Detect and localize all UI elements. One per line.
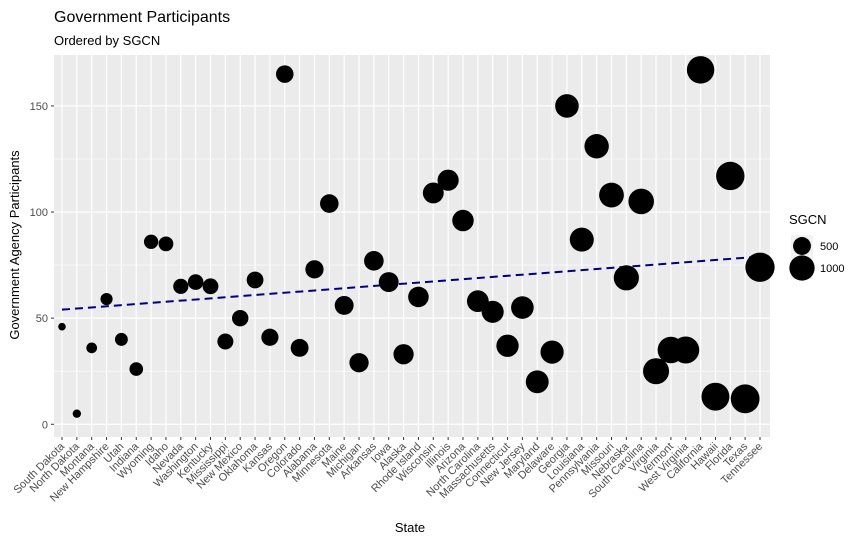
legend-title: SGCN — [789, 212, 827, 227]
data-point — [58, 322, 66, 331]
data-point — [525, 370, 549, 394]
y-tick-label: 50 — [36, 313, 48, 325]
data-point — [481, 300, 504, 323]
data-point — [290, 338, 309, 357]
data-point — [599, 182, 624, 208]
data-point — [496, 334, 519, 357]
data-point — [643, 358, 670, 385]
data-point — [276, 65, 294, 83]
data-point — [217, 333, 234, 350]
y-tick-label: 150 — [30, 101, 48, 113]
data-point — [511, 296, 534, 319]
data-point — [393, 344, 414, 365]
y-tick-label: 0 — [42, 419, 48, 431]
data-point — [378, 272, 399, 293]
legend-key-point — [789, 255, 815, 281]
data-point — [730, 384, 760, 414]
data-point — [158, 236, 174, 252]
data-point — [745, 252, 775, 282]
chart-title: Government Participants — [54, 9, 230, 26]
data-point — [686, 56, 715, 84]
data-point — [540, 340, 564, 364]
data-point — [422, 182, 444, 204]
data-point — [555, 94, 579, 118]
data-point — [349, 353, 369, 373]
data-point — [408, 286, 429, 308]
data-point — [452, 209, 474, 232]
data-point — [584, 134, 609, 159]
legend-label: 500 — [820, 241, 838, 253]
y-axis: 0 50 100 150 — [30, 101, 54, 431]
data-point — [143, 234, 159, 249]
data-point — [305, 260, 324, 279]
data-point — [716, 161, 745, 191]
data-point — [320, 194, 339, 213]
data-point — [246, 271, 264, 289]
data-point — [129, 362, 144, 376]
data-point — [202, 278, 219, 295]
data-point — [114, 332, 128, 346]
data-point — [334, 295, 354, 315]
points-group — [58, 56, 775, 418]
data-point — [364, 251, 384, 271]
data-point — [187, 274, 204, 290]
y-tick-label: 100 — [30, 207, 48, 219]
legend: 500 1000 — [789, 235, 844, 281]
data-point — [86, 342, 98, 354]
data-point — [72, 409, 82, 418]
data-point — [261, 328, 279, 346]
data-point — [232, 309, 249, 327]
plot-panel — [54, 55, 770, 437]
data-point — [628, 188, 654, 215]
data-point — [613, 265, 639, 291]
legend-key-point — [793, 237, 811, 255]
data-point — [437, 169, 459, 191]
data-point — [672, 336, 700, 364]
data-point — [701, 382, 730, 411]
y-axis-title: Government Agency Participants — [7, 150, 22, 340]
data-point — [173, 278, 189, 294]
data-point — [569, 227, 594, 252]
x-axis-title: State — [395, 520, 425, 535]
legend-label: 1000 — [820, 263, 844, 275]
data-point — [100, 292, 113, 306]
chart-subtitle: Ordered by SGCN — [54, 33, 160, 48]
